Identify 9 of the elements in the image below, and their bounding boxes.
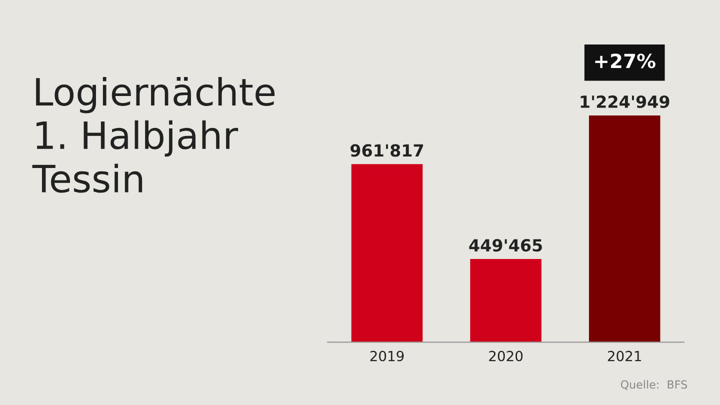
annotation: +27% bbox=[595, 54, 656, 68]
x-tick-label: 2019 bbox=[370, 350, 404, 362]
data-label: 1'224'949 bbox=[580, 95, 670, 108]
x-tick-label: 2021 bbox=[608, 350, 641, 362]
data-label: 449'465 bbox=[469, 239, 542, 252]
source-note: Quelle: BFS bbox=[620, 380, 687, 390]
x-tick-label: 2020 bbox=[489, 350, 523, 362]
data-label: 961'817 bbox=[350, 144, 424, 157]
chart-title: Logiernächte 1. Halbjahr Tessin bbox=[32, 76, 275, 193]
